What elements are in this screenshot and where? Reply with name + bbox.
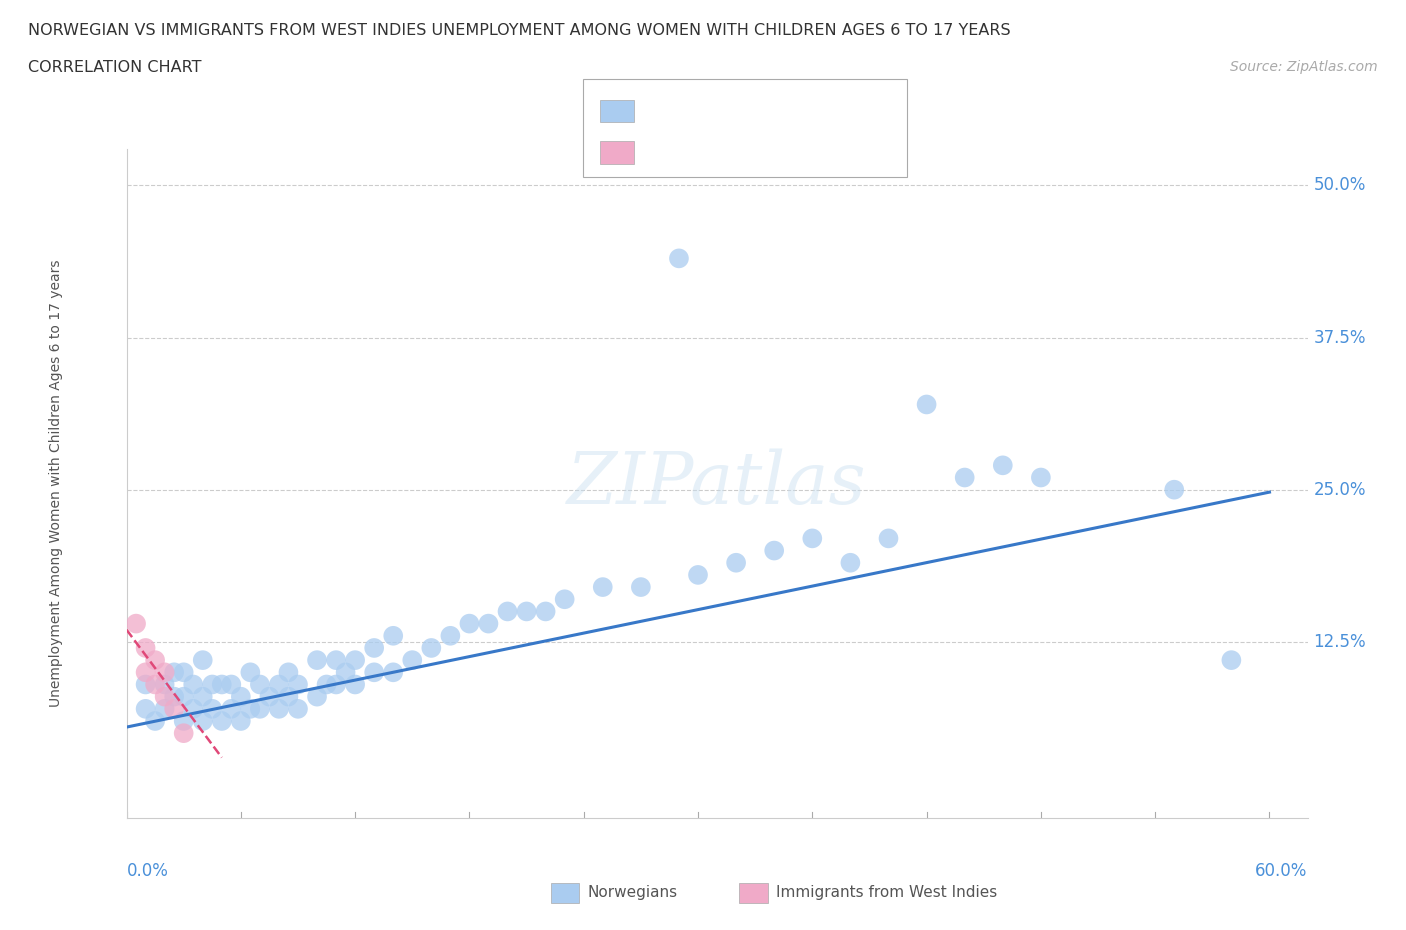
Point	[153, 665, 176, 680]
Point	[315, 677, 337, 692]
Point	[191, 653, 214, 668]
Point	[191, 689, 214, 704]
Text: 50.0%: 50.0%	[1313, 177, 1365, 194]
FancyBboxPatch shape	[740, 883, 768, 903]
Point	[801, 531, 824, 546]
Point	[458, 617, 481, 631]
Point	[173, 665, 195, 680]
Point	[839, 555, 862, 570]
Text: 25.0%: 25.0%	[1313, 481, 1367, 498]
Point	[267, 677, 290, 692]
Point	[592, 579, 614, 594]
Point	[135, 701, 157, 716]
Point	[915, 397, 938, 412]
Text: Norwegians: Norwegians	[588, 884, 678, 899]
Point	[249, 677, 271, 692]
Point	[325, 653, 347, 668]
Point	[305, 653, 328, 668]
Point	[382, 629, 405, 644]
Point	[363, 665, 385, 680]
Point	[267, 701, 290, 716]
Point	[477, 617, 499, 631]
Point	[287, 701, 309, 716]
Point	[173, 689, 195, 704]
Point	[363, 641, 385, 656]
Point	[211, 713, 233, 728]
Point	[143, 653, 166, 668]
Text: N = 70: N = 70	[780, 100, 838, 119]
Point	[325, 677, 347, 692]
Text: Unemployment Among Women with Children Ages 6 to 17 years: Unemployment Among Women with Children A…	[49, 259, 63, 708]
Point	[259, 689, 281, 704]
Text: R= -0.683: R= -0.683	[644, 142, 728, 161]
Point	[229, 713, 252, 728]
Point	[201, 701, 224, 716]
Point	[181, 701, 204, 716]
Point	[991, 458, 1014, 472]
Text: 0.0%: 0.0%	[127, 862, 169, 880]
Point	[305, 689, 328, 704]
Point	[1029, 470, 1052, 485]
Text: 60.0%: 60.0%	[1256, 862, 1308, 880]
Point	[221, 701, 243, 716]
Point	[135, 677, 157, 692]
Point	[1163, 483, 1185, 498]
Point	[191, 713, 214, 728]
Point	[287, 677, 309, 692]
Point	[135, 665, 157, 680]
Text: 12.5%: 12.5%	[1313, 633, 1367, 651]
Point	[534, 604, 557, 618]
Point	[877, 531, 900, 546]
Point	[181, 677, 204, 692]
Point	[211, 677, 233, 692]
Point	[401, 653, 423, 668]
Point	[221, 677, 243, 692]
Point	[277, 689, 299, 704]
Point	[143, 677, 166, 692]
Point	[335, 665, 357, 680]
Point	[554, 591, 576, 606]
Point	[239, 701, 262, 716]
Point	[496, 604, 519, 618]
Point	[125, 617, 148, 631]
Point	[153, 677, 176, 692]
Point	[1220, 653, 1243, 668]
Point	[516, 604, 538, 618]
Text: ZIPatlas: ZIPatlas	[567, 448, 868, 519]
Text: R=  0.438: R= 0.438	[644, 100, 727, 119]
Point	[630, 579, 652, 594]
Text: CORRELATION CHART: CORRELATION CHART	[28, 60, 201, 75]
Point	[344, 677, 367, 692]
Point	[173, 725, 195, 740]
Point	[439, 629, 461, 644]
Point	[668, 251, 690, 266]
Point	[173, 713, 195, 728]
Point	[163, 701, 186, 716]
Text: 37.5%: 37.5%	[1313, 328, 1367, 347]
Text: Source: ZipAtlas.com: Source: ZipAtlas.com	[1230, 60, 1378, 74]
Text: NORWEGIAN VS IMMIGRANTS FROM WEST INDIES UNEMPLOYMENT AMONG WOMEN WITH CHILDREN : NORWEGIAN VS IMMIGRANTS FROM WEST INDIES…	[28, 23, 1011, 38]
Text: N=  9: N= 9	[780, 142, 828, 161]
Point	[153, 689, 176, 704]
Point	[344, 653, 367, 668]
Point	[725, 555, 748, 570]
Point	[249, 701, 271, 716]
FancyBboxPatch shape	[551, 883, 579, 903]
Point	[163, 689, 186, 704]
Point	[143, 713, 166, 728]
Point	[135, 641, 157, 656]
Point	[686, 567, 709, 582]
Point	[420, 641, 443, 656]
Point	[229, 689, 252, 704]
Point	[277, 665, 299, 680]
Point	[163, 665, 186, 680]
Point	[763, 543, 786, 558]
Point	[953, 470, 976, 485]
Text: Immigrants from West Indies: Immigrants from West Indies	[776, 884, 997, 899]
Point	[239, 665, 262, 680]
Point	[382, 665, 405, 680]
Point	[201, 677, 224, 692]
Point	[153, 701, 176, 716]
